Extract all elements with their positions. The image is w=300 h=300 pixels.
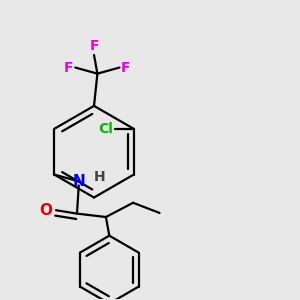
Text: F: F	[121, 61, 131, 74]
Text: O: O	[39, 203, 52, 218]
Text: Cl: Cl	[98, 122, 112, 136]
Text: F: F	[64, 61, 74, 74]
Text: F: F	[89, 39, 99, 53]
Text: H: H	[94, 170, 106, 184]
Text: N: N	[72, 174, 85, 189]
